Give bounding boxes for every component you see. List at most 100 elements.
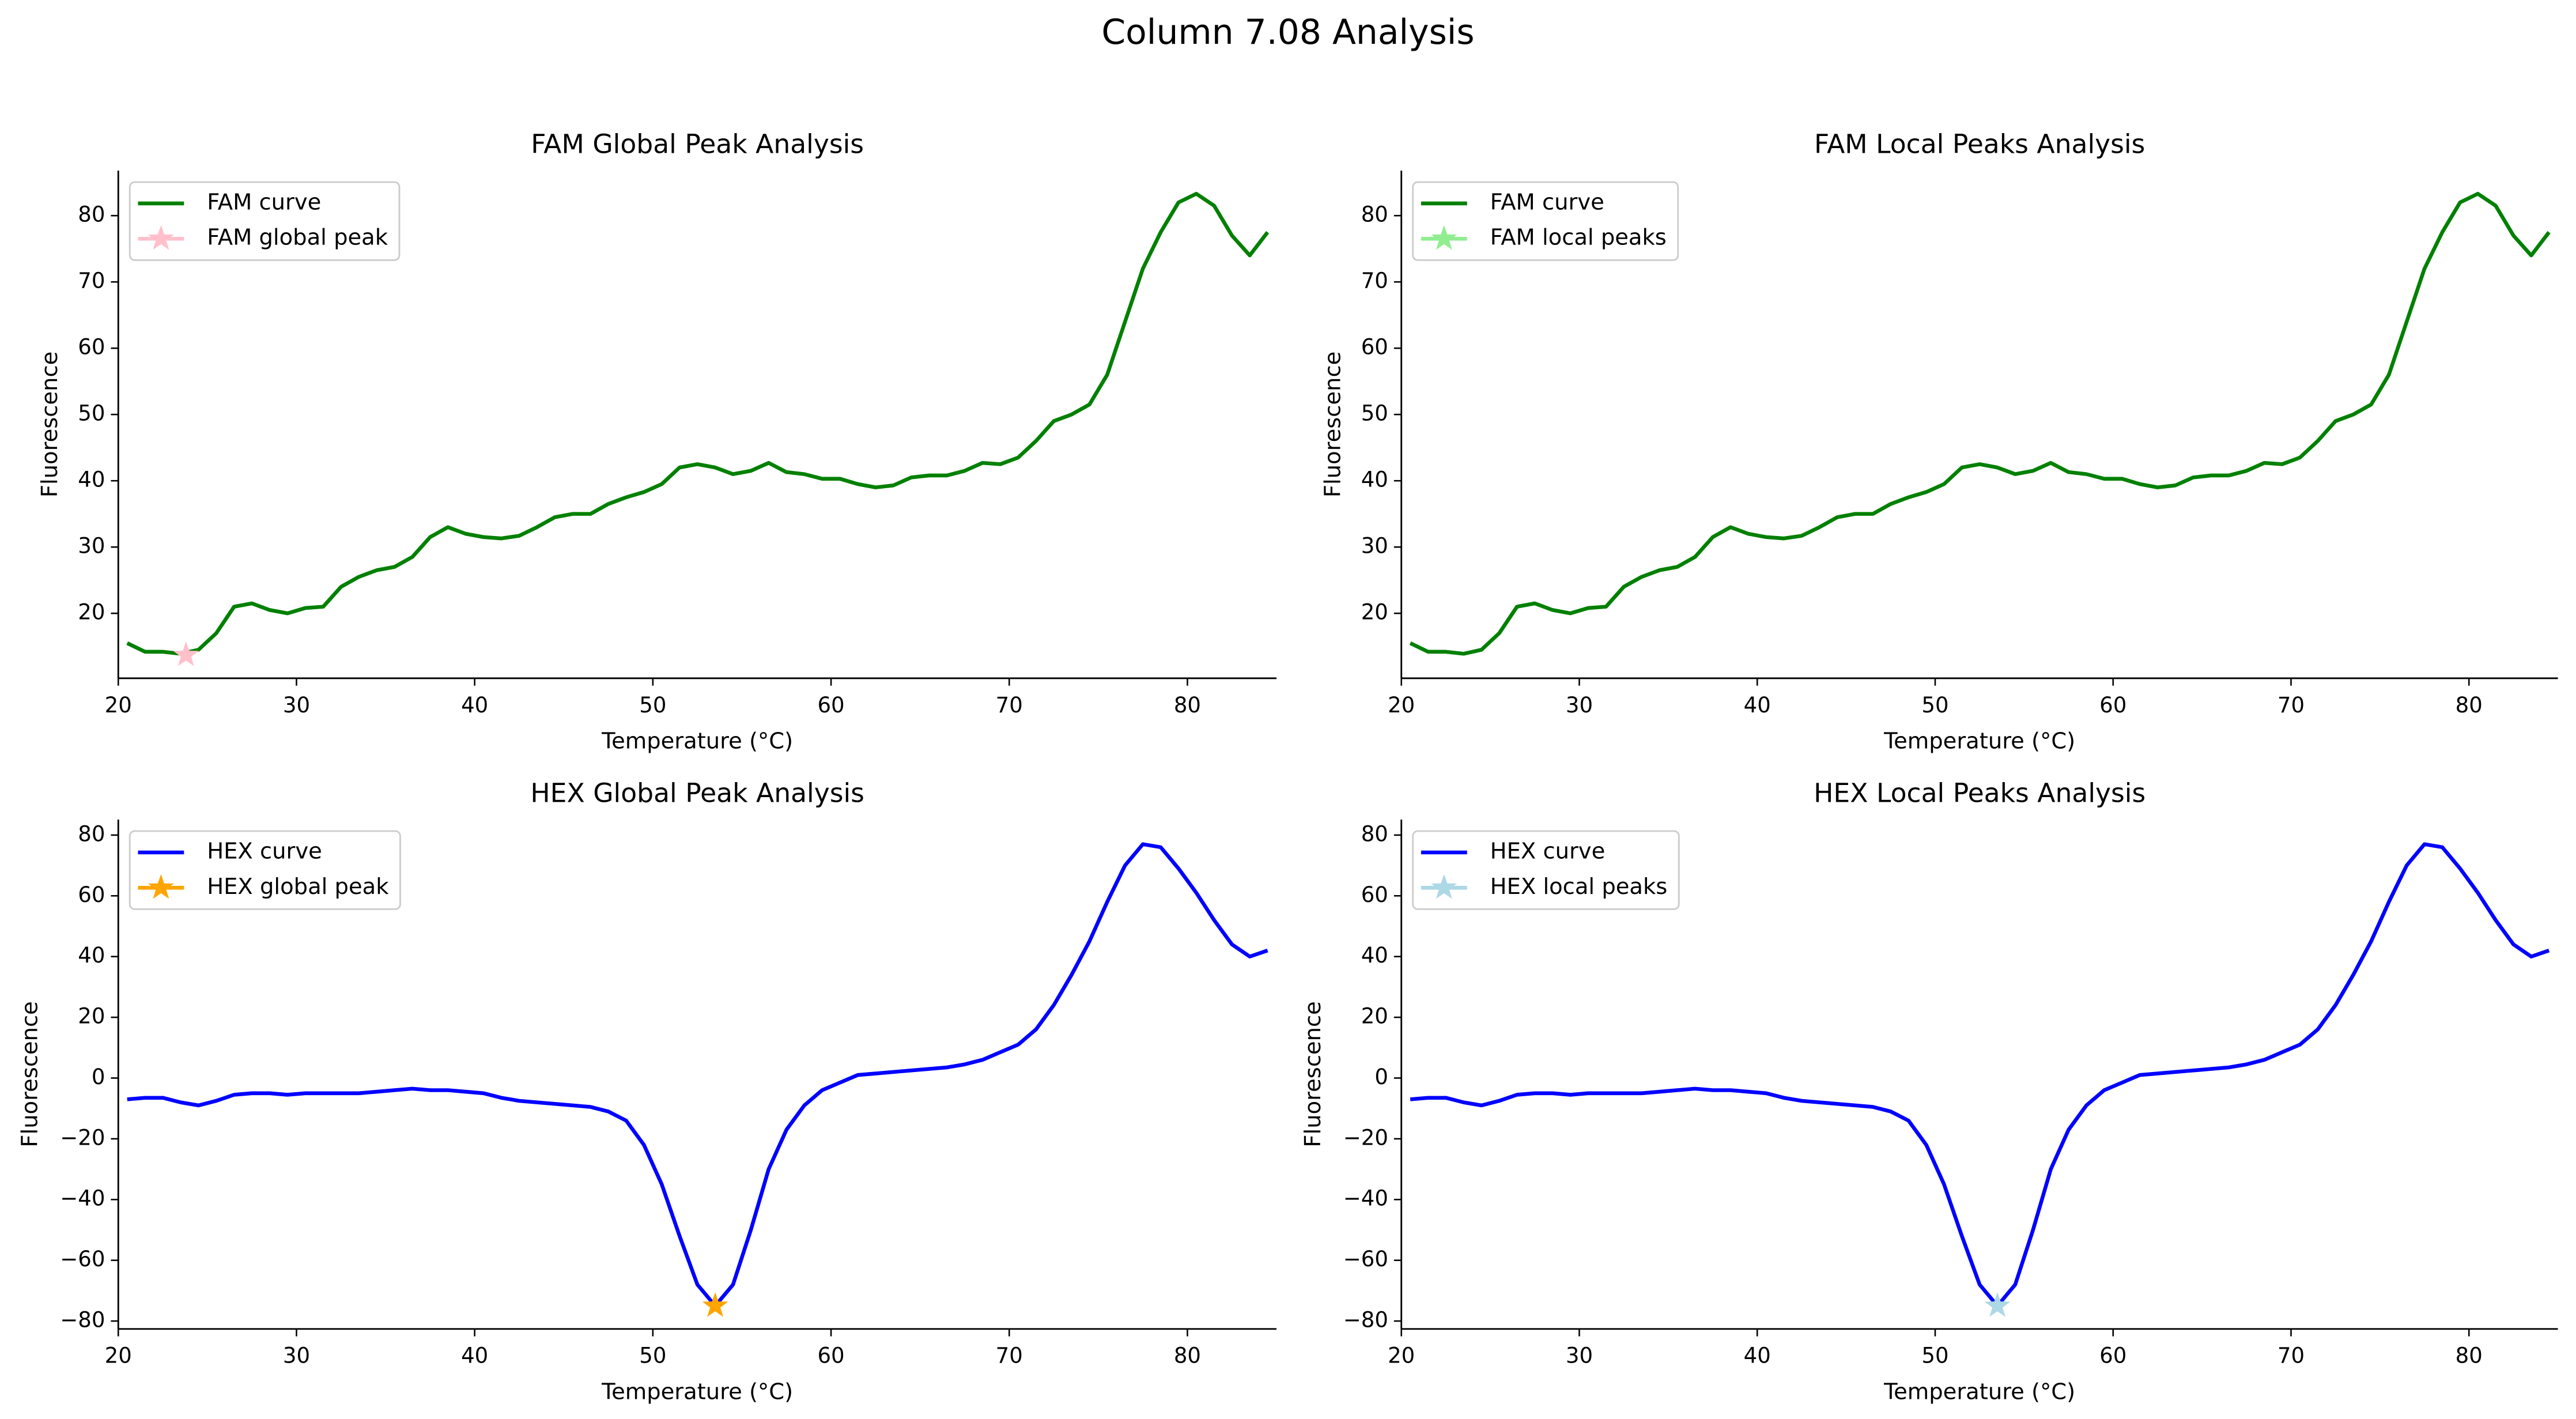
y-tick-label: 80 [78, 202, 105, 227]
curve [1410, 842, 2550, 1308]
x-tick-label: 60 [2099, 1343, 2126, 1368]
y-tick-label: 40 [78, 943, 105, 968]
x-tick-label: 70 [2277, 693, 2305, 718]
x-tick-label: 50 [639, 693, 666, 718]
y-tick-label: −40 [60, 1186, 105, 1211]
legend-box [1412, 181, 1679, 261]
y-tick-label: −80 [1343, 1308, 1388, 1333]
x-tick-label: 80 [1174, 1343, 1201, 1368]
legend-label: HEX curve [1490, 839, 1606, 865]
y-tick-label: 30 [1361, 534, 1388, 558]
y-tick-label: 60 [1361, 335, 1388, 360]
y-axis-label: Fluorescence [37, 352, 63, 497]
axes: FAM Local Peaks Analysis 20 30 40 50 60 70 80 20… [1320, 129, 2558, 754]
x-tick-label: 70 [996, 693, 1023, 718]
y-tick-label: −60 [60, 1247, 105, 1271]
curve [1409, 191, 2551, 656]
axes-title: FAM Global Peak Analysis [531, 129, 864, 160]
axes-title: FAM Local Peaks Analysis [1814, 129, 2145, 160]
x-tick-label: 20 [1388, 693, 1415, 718]
y-axis-label: Fluorescence [17, 1001, 43, 1147]
legend-label: FAM local peaks [1490, 225, 1667, 251]
legend-label: FAM global peak [207, 225, 388, 251]
legend-label: HEX global peak [207, 874, 389, 900]
x-tick-label: 20 [105, 693, 132, 718]
x-tick-label: 80 [2456, 693, 2483, 718]
x-tick-label: 40 [1744, 693, 1771, 718]
peak-marker [702, 1292, 728, 1317]
x-tick-label: 70 [2277, 1343, 2305, 1368]
y-tick-label: 60 [78, 335, 105, 360]
y-tick-label: 60 [1361, 882, 1388, 907]
x-tick-label: 50 [1921, 693, 1948, 718]
x-tick-label: 20 [1388, 1343, 1415, 1368]
y-tick-label: −20 [1343, 1125, 1388, 1150]
legend-marker [148, 225, 174, 250]
x-axis-label: Temperature (°C) [601, 1379, 793, 1405]
y-axis-label: Fluorescence [1300, 1001, 1326, 1147]
y-tick-label: 0 [92, 1065, 105, 1089]
y-tick-label: 40 [1361, 467, 1388, 492]
curve [126, 191, 1270, 656]
y-axis-label: Fluorescence [1320, 352, 1346, 497]
legend-marker [1431, 225, 1457, 250]
y-tick-label: −60 [1343, 1247, 1388, 1271]
x-tick-label: 50 [1921, 1343, 1948, 1368]
x-tick-label: 30 [1566, 693, 1593, 718]
y-tick-label: 70 [78, 269, 105, 293]
y-tick-label: 50 [78, 401, 105, 426]
y-tick-label: 70 [1361, 269, 1388, 293]
y-tick-label: −40 [1343, 1186, 1388, 1211]
x-tick-label: 80 [1174, 693, 1201, 718]
y-tick-label: 20 [1361, 1004, 1388, 1029]
y-tick-label: 40 [78, 467, 105, 492]
y-tick-label: 40 [1361, 943, 1388, 968]
x-tick-label: 30 [283, 1343, 310, 1368]
axes: HEX Global Peak Analysis 20 30 40 50 60 70 80 −8… [17, 778, 1277, 1405]
x-tick-label: 30 [283, 693, 310, 718]
axes-title: HEX Local Peaks Analysis [1814, 778, 2146, 809]
legend-marker [1431, 874, 1457, 899]
y-tick-label: 20 [1361, 600, 1388, 625]
legend-label: FAM curve [207, 189, 321, 215]
y-tick-label: −80 [60, 1308, 105, 1333]
y-tick-label: 20 [78, 600, 105, 625]
peak-marker [1984, 1292, 2011, 1317]
x-tick-label: 80 [2456, 1343, 2483, 1368]
legend-label: HEX curve [207, 839, 322, 865]
x-tick-label: 60 [817, 693, 844, 718]
figure-title: Column 7.08 Analysis [1101, 12, 1474, 52]
y-tick-label: 0 [1374, 1065, 1388, 1089]
axes: HEX Local Peaks Analysis 20 30 40 50 60 70 80 −8… [1300, 778, 2558, 1405]
peak-marker [173, 641, 199, 666]
legend-label: HEX local peaks [1490, 874, 1668, 900]
x-tick-label: 60 [817, 1343, 844, 1368]
x-tick-label: 60 [2099, 693, 2126, 718]
legend-box [129, 830, 401, 910]
x-tick-label: 40 [461, 693, 488, 718]
x-axis-label: Temperature (°C) [1883, 729, 2075, 754]
y-tick-label: 80 [1361, 202, 1388, 227]
legend-label: FAM curve [1490, 189, 1604, 215]
x-axis-label: Temperature (°C) [601, 729, 793, 754]
legend-box [1412, 830, 1680, 910]
curve [127, 842, 1268, 1308]
x-tick-label: 30 [1566, 1343, 1593, 1368]
axes-title: HEX Global Peak Analysis [530, 778, 864, 809]
y-tick-label: 80 [1361, 821, 1388, 846]
x-tick-label: 40 [1744, 1343, 1771, 1368]
x-tick-label: 50 [639, 1343, 666, 1368]
legend-marker [148, 874, 174, 899]
y-tick-label: 60 [78, 882, 105, 907]
y-tick-label: 50 [1361, 401, 1388, 426]
x-tick-label: 70 [996, 1343, 1023, 1368]
x-axis-label: Temperature (°C) [1883, 1379, 2075, 1405]
x-tick-label: 20 [105, 1343, 132, 1368]
y-tick-label: 80 [78, 821, 105, 846]
axes: FAM Global Peak Analysis 20 30 40 50 60 70 80 20… [37, 129, 1277, 754]
x-tick-label: 40 [461, 1343, 488, 1368]
legend-box [129, 181, 401, 261]
y-tick-label: 30 [78, 534, 105, 558]
y-tick-label: 20 [78, 1004, 105, 1029]
